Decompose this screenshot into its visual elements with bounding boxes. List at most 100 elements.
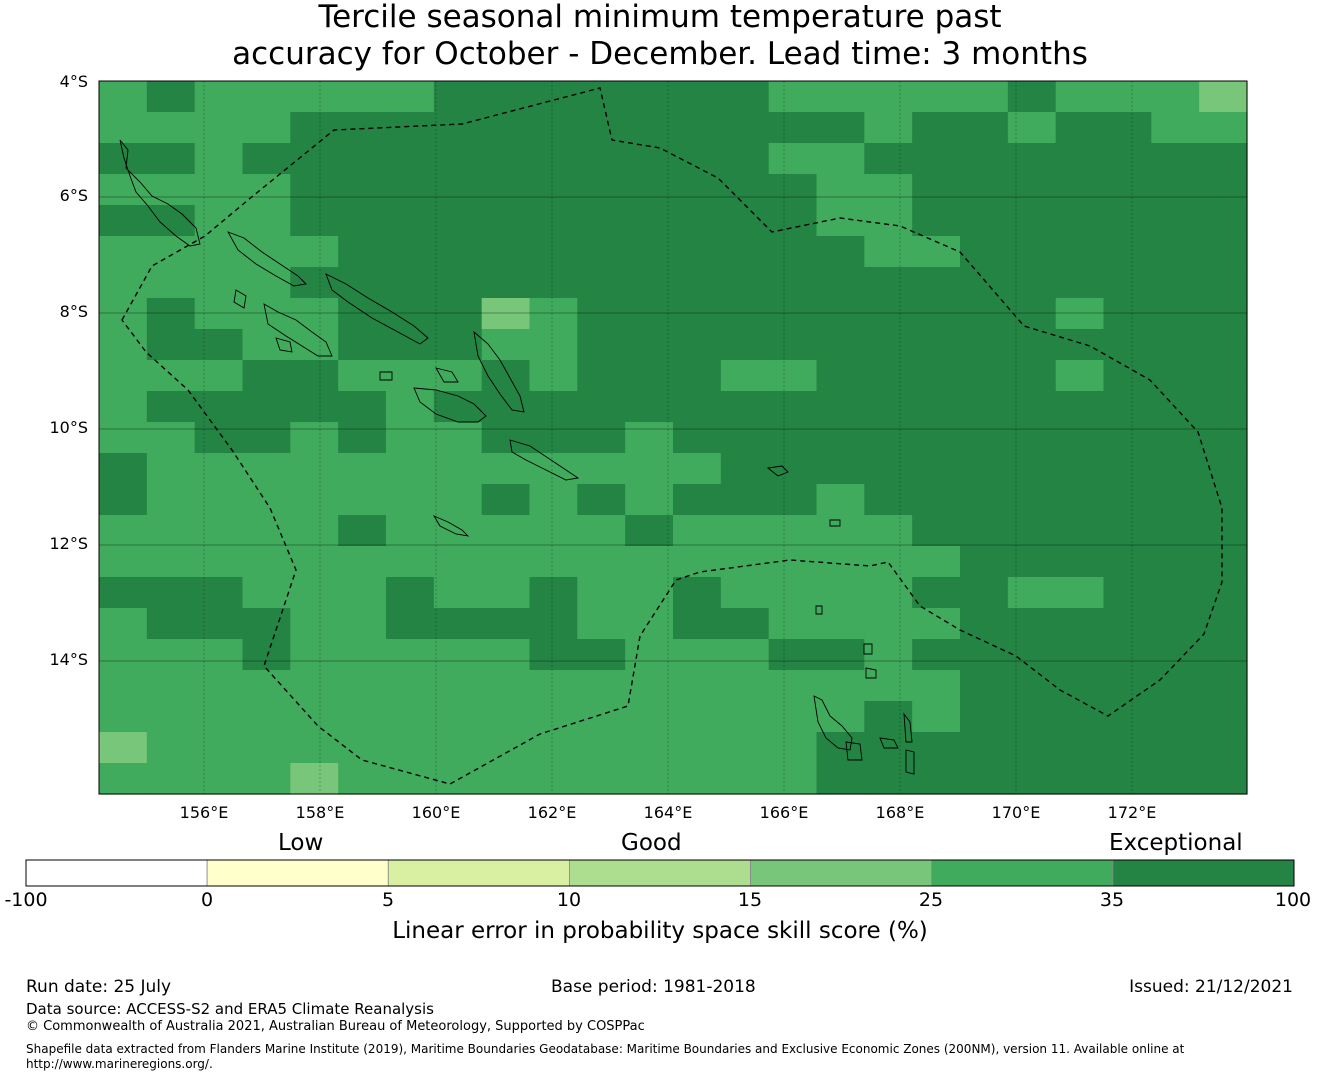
skill-cell: [1103, 639, 1152, 671]
island-rennell: [432, 515, 470, 537]
skill-cell: [242, 143, 291, 175]
issued-date: Issued: 21/12/2021: [1129, 977, 1293, 997]
skill-cell: [960, 546, 1009, 578]
skill-cell: [1151, 174, 1200, 206]
skill-cell: [1103, 112, 1152, 144]
skill-cell: [577, 143, 626, 175]
skill-cell: [1151, 577, 1200, 609]
skill-cell: [912, 484, 961, 516]
skill-cell: [816, 732, 865, 764]
skill-cell: [912, 701, 961, 733]
skill-cell: [720, 763, 770, 795]
skill-cell: [529, 515, 578, 547]
skill-cell: [481, 515, 531, 547]
skill-cell: [1007, 329, 1057, 361]
skill-cell: [146, 174, 196, 206]
skill-cell: [481, 360, 531, 392]
skill-cell: [1055, 112, 1105, 144]
skill-cell: [720, 453, 770, 485]
skill-cell: [768, 453, 818, 485]
skill-cell: [1151, 236, 1200, 268]
skill-cell: [290, 639, 339, 671]
skill-cell: [1055, 484, 1105, 516]
skill-cell: [768, 391, 818, 423]
skill-cell: [960, 422, 1009, 454]
skill-cell: [768, 763, 818, 795]
skill-cell: [1199, 670, 1248, 702]
skill-cell: [673, 515, 722, 547]
skill-cell: [1103, 298, 1152, 330]
skill-cell: [194, 422, 244, 454]
skill-cell: [1151, 484, 1200, 516]
skill-cell: [1151, 608, 1200, 640]
skill-cell: [338, 267, 387, 299]
skill-cell: [1151, 701, 1200, 733]
skill-cell: [1151, 205, 1200, 237]
skill-cell: [768, 608, 818, 640]
skill-cell: [673, 236, 722, 268]
skill-cell: [816, 484, 865, 516]
skill-cell: [481, 267, 531, 299]
skill-cell: [864, 174, 913, 206]
category-low: Low: [278, 830, 324, 856]
skill-cell: [194, 453, 244, 485]
skill-cell: [338, 391, 387, 423]
skill-cell: [242, 453, 291, 485]
skill-cell: [242, 205, 291, 237]
skill-cell: [99, 205, 148, 237]
island-makira: [509, 439, 580, 481]
skill-cell: [1007, 391, 1057, 423]
skill-cell: [1103, 670, 1152, 702]
skill-cell: [673, 763, 722, 795]
skill-cell: [529, 81, 578, 113]
skill-cell: [1055, 298, 1105, 330]
skill-cell: [816, 112, 865, 144]
skill-cell: [816, 453, 865, 485]
skill-cell: [864, 267, 913, 299]
skill-cell: [529, 670, 578, 702]
skill-cell: [99, 484, 148, 516]
skill-cell: [625, 608, 674, 640]
skill-cell: [1007, 112, 1057, 144]
skill-cell: [1055, 236, 1105, 268]
skill-cell: [146, 267, 196, 299]
skill-cell: [673, 422, 722, 454]
skill-cell: [433, 205, 483, 237]
skill-cell: [816, 174, 865, 206]
skill-cell: [1055, 267, 1105, 299]
skill-cell: [242, 267, 291, 299]
skill-cell: [433, 112, 483, 144]
skill-cell: [290, 515, 339, 547]
skill-cell: [720, 143, 770, 175]
skill-cell: [242, 670, 291, 702]
skill-cell: [290, 360, 339, 392]
skill-cell: [242, 515, 291, 547]
skill-cell: [481, 174, 531, 206]
skill-cell: [768, 422, 818, 454]
skill-cell: [338, 453, 387, 485]
skill-cell: [864, 763, 913, 795]
skill-cell: [386, 484, 435, 516]
skill-cell: [242, 112, 291, 144]
skill-cell: [1199, 608, 1248, 640]
skill-cell: [960, 453, 1009, 485]
skill-cell: [720, 670, 770, 702]
skill-cell: [577, 112, 626, 144]
skill-cell: [912, 515, 961, 547]
colorbar-tick: 100: [1274, 889, 1312, 911]
colorbar-bin: [25, 859, 208, 887]
skill-cell: [720, 329, 770, 361]
skill-cell: [242, 81, 291, 113]
colorbar-bin: [750, 859, 933, 887]
skill-cell: [1055, 422, 1105, 454]
skill-cell: [242, 236, 291, 268]
skill-cell: [577, 701, 626, 733]
skill-cell: [720, 298, 770, 330]
skill-cell: [960, 174, 1009, 206]
skill-cell: [577, 670, 626, 702]
skill-cell: [386, 732, 435, 764]
skill-cell: [386, 639, 435, 671]
skill-cell: [194, 298, 244, 330]
skill-cell: [146, 670, 196, 702]
